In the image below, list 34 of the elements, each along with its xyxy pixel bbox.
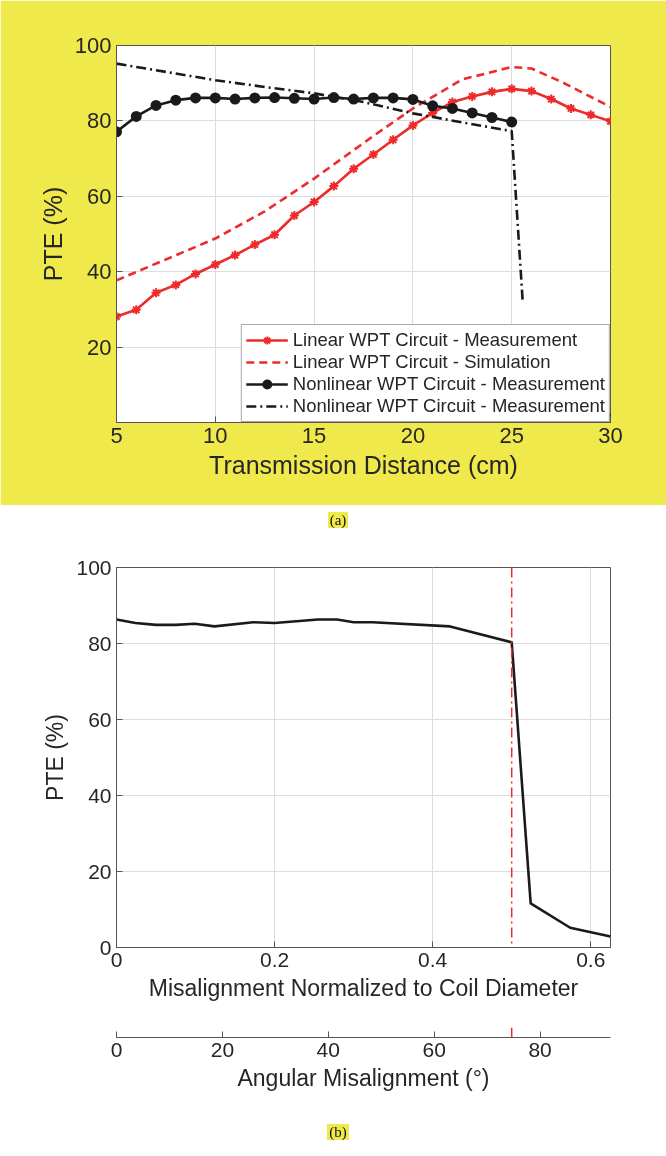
y-tick-label: 60 (88, 707, 112, 731)
x-tick-label: 0.6 (576, 947, 606, 971)
x2-tick-label: 60 (422, 1037, 446, 1061)
x2-axis-title: Angular Misalignment (°) (237, 1064, 490, 1091)
y-tick-label: 20 (87, 334, 112, 360)
y-tick-label: 20 (88, 859, 112, 883)
x2-tick-label: 40 (316, 1037, 340, 1061)
x-axis-title: Transmission Distance (cm) (209, 450, 518, 479)
y-tick-label: 80 (88, 631, 112, 655)
x-tick-label: 30 (598, 422, 623, 448)
legend-label: Linear WPT Circuit - Simulation (292, 351, 551, 373)
legend-label: Nonlinear WPT Circuit - Measurement (292, 395, 605, 417)
x-tick-label: 20 (400, 422, 426, 448)
y-tick-label: 80 (87, 108, 112, 134)
x2-tick-label: 20 (210, 1037, 235, 1061)
x-tick-label: 5 (110, 422, 123, 448)
y-axis-title: PTE (%) (38, 186, 67, 282)
y-tick-label: 100 (76, 555, 112, 579)
x2-tick-label: 80 (528, 1037, 552, 1061)
y-axis-title: PTE (%) (42, 714, 69, 801)
y-tick-label: 100 (74, 33, 112, 58)
legend-label: Linear WPT Circuit - Measurement (292, 329, 578, 351)
x-tick-label: 0.4 (418, 947, 448, 971)
text: (b) (327, 1124, 349, 1140)
y-tick-label: 60 (87, 183, 112, 209)
x-tick-label: 0.2 (259, 947, 290, 971)
y-tick-label: 40 (87, 259, 112, 285)
legend-label: Nonlinear WPT Circuit - Measurement (292, 373, 605, 395)
x-axis-title: Misalignment Normalized to Coil Diameter (148, 974, 579, 1001)
y-tick-label: 40 (88, 783, 112, 807)
text: (a) (327, 512, 349, 528)
x-tick-label: 15 (301, 422, 327, 448)
x-tick-label: 10 (203, 422, 228, 448)
x-tick-label: 25 (499, 422, 524, 448)
